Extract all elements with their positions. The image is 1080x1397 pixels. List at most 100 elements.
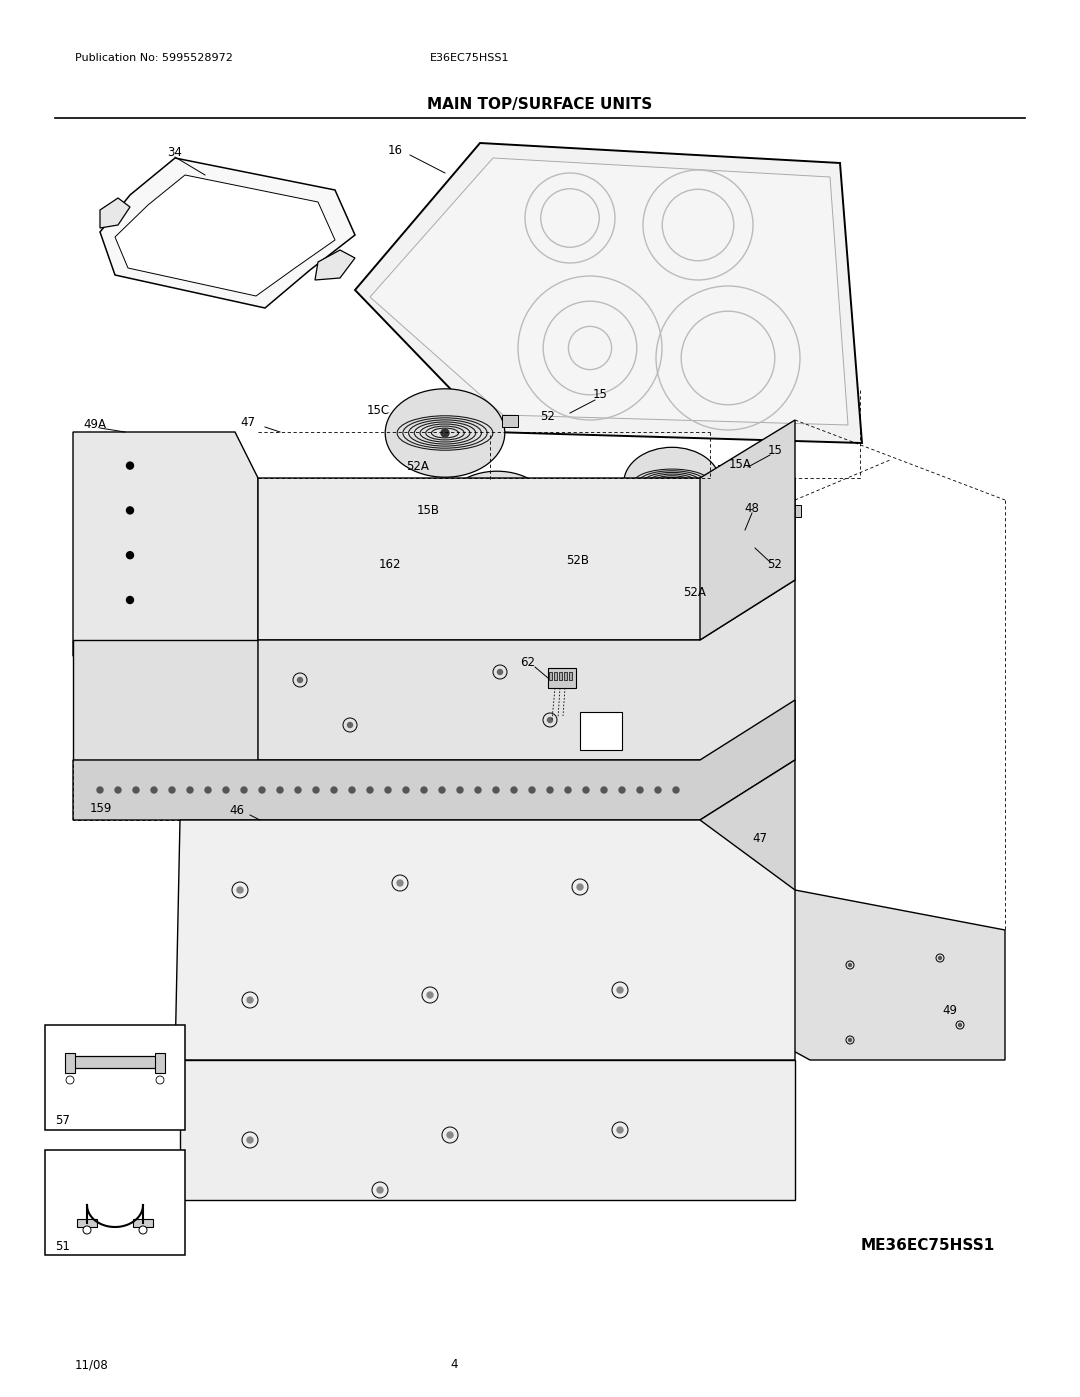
Circle shape (548, 718, 553, 722)
Circle shape (313, 787, 319, 793)
Text: E36EC75HSS1: E36EC75HSS1 (430, 53, 510, 63)
Polygon shape (258, 478, 795, 640)
Ellipse shape (386, 388, 504, 478)
Circle shape (205, 787, 211, 793)
Ellipse shape (442, 471, 552, 553)
Circle shape (297, 678, 302, 683)
Bar (785, 504, 801, 517)
Circle shape (126, 507, 134, 514)
Polygon shape (258, 580, 795, 760)
Circle shape (187, 787, 193, 793)
Text: 47: 47 (753, 831, 768, 845)
Circle shape (617, 988, 623, 993)
Text: 52B: 52B (567, 553, 590, 567)
Circle shape (849, 964, 851, 967)
Circle shape (156, 1076, 164, 1084)
Circle shape (168, 787, 175, 793)
Circle shape (939, 957, 942, 960)
Circle shape (330, 787, 337, 793)
Text: 15A: 15A (729, 458, 752, 472)
Circle shape (421, 787, 427, 793)
Circle shape (241, 787, 247, 793)
Circle shape (457, 787, 463, 793)
Circle shape (583, 787, 589, 793)
Bar (548, 668, 576, 687)
Circle shape (276, 787, 283, 793)
Text: 57: 57 (55, 1113, 70, 1126)
Circle shape (529, 787, 535, 793)
Polygon shape (355, 142, 862, 443)
Circle shape (959, 1024, 961, 1027)
Circle shape (637, 787, 643, 793)
Circle shape (126, 552, 134, 559)
Text: 159: 159 (90, 802, 112, 814)
Bar (580, 712, 622, 750)
Circle shape (427, 992, 433, 997)
Text: 11/08: 11/08 (75, 1358, 109, 1372)
Text: 52: 52 (768, 559, 782, 571)
Circle shape (139, 1227, 147, 1234)
Bar (502, 415, 518, 427)
Text: 49A: 49A (83, 419, 106, 432)
Bar (156, 1053, 165, 1073)
Circle shape (617, 1127, 623, 1133)
Text: 49: 49 (943, 1003, 958, 1017)
Text: 46: 46 (229, 803, 244, 816)
Bar (45, 1025, 185, 1130)
Text: 34: 34 (167, 147, 183, 159)
Circle shape (403, 787, 409, 793)
Circle shape (295, 787, 301, 793)
Circle shape (447, 1132, 453, 1139)
Circle shape (492, 509, 501, 515)
Circle shape (377, 1187, 383, 1193)
Text: 48: 48 (744, 502, 759, 514)
Circle shape (367, 787, 373, 793)
Polygon shape (73, 432, 258, 657)
Circle shape (397, 880, 403, 886)
Circle shape (237, 887, 243, 893)
Polygon shape (700, 890, 1005, 1060)
Circle shape (126, 462, 134, 469)
Circle shape (222, 787, 229, 793)
Text: 4: 4 (450, 1358, 458, 1372)
Circle shape (546, 787, 553, 793)
Circle shape (492, 787, 499, 793)
Ellipse shape (673, 481, 787, 566)
Circle shape (511, 787, 517, 793)
Text: 15C: 15C (366, 404, 390, 416)
Bar (564, 672, 567, 680)
Circle shape (849, 1038, 851, 1042)
Circle shape (247, 997, 253, 1003)
Polygon shape (73, 700, 795, 820)
Bar (65, 1053, 75, 1073)
Text: 15: 15 (593, 388, 607, 401)
Polygon shape (315, 250, 355, 279)
Bar (549, 672, 552, 680)
Circle shape (259, 787, 265, 793)
Bar (569, 672, 572, 680)
Polygon shape (73, 640, 258, 760)
Bar (45, 1150, 185, 1255)
Bar (718, 465, 734, 476)
Circle shape (669, 479, 676, 488)
Polygon shape (370, 158, 848, 425)
Circle shape (66, 1076, 75, 1084)
Circle shape (114, 787, 121, 793)
Circle shape (565, 787, 571, 793)
Circle shape (349, 787, 355, 793)
Circle shape (619, 787, 625, 793)
Polygon shape (114, 175, 335, 296)
Circle shape (247, 1137, 253, 1143)
Bar (77, 1220, 97, 1227)
Text: 16: 16 (388, 144, 403, 156)
Text: 162: 162 (379, 559, 402, 571)
Circle shape (83, 1227, 91, 1234)
Polygon shape (175, 820, 795, 1060)
Text: 47: 47 (241, 416, 256, 429)
Bar (554, 672, 557, 680)
Text: 15B: 15B (417, 503, 440, 517)
Circle shape (384, 787, 391, 793)
Polygon shape (700, 760, 795, 950)
Text: 15: 15 (768, 443, 782, 457)
Bar (559, 672, 562, 680)
